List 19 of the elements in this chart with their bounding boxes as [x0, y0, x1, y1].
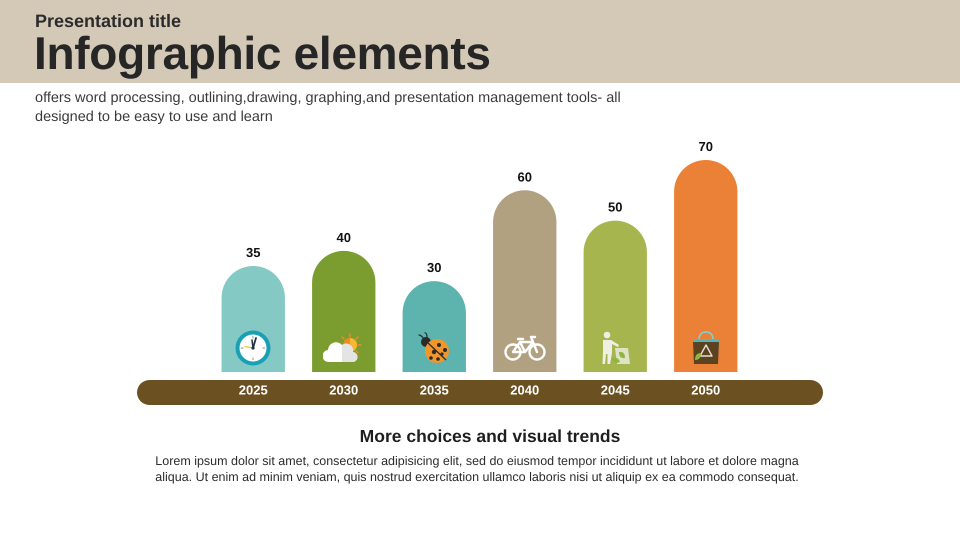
bar	[493, 190, 556, 372]
bar	[584, 220, 647, 372]
x-tick-label: 2045	[600, 382, 630, 398]
text: Lorem ipsum dolor sit amet, consectetur adipisicing elit, sed do eiusmod tempor incididunt ut labore et dolore magna aliqua. Ut enim ad minim veniam, quis nostrud exercitation ullamco laboris nisi ut aliquip ex ea commodo consequat.	[154, 453, 800, 485]
x-tick-label: 2035	[420, 382, 449, 398]
text: More choices and visual trends	[358, 426, 622, 447]
data-label: 50	[608, 200, 622, 215]
x-tick-label: 2050	[691, 382, 720, 398]
bar	[312, 250, 376, 372]
bar	[674, 160, 738, 372]
data-label: 70	[698, 139, 713, 154]
data-label: 60	[518, 169, 532, 184]
x-tick-label: 2030	[329, 382, 358, 398]
x-tick-label: 2040	[510, 382, 540, 398]
data-label: 40	[336, 230, 351, 245]
x-tick-label: 2025	[238, 382, 268, 398]
data-label: 30	[427, 260, 442, 276]
chart-subtitle: offers word processing, outlining,drawing, graphing,and presentation management tools- all designed to be easy to use and learn	[35, 89, 622, 127]
data-label: 35	[246, 245, 260, 260]
